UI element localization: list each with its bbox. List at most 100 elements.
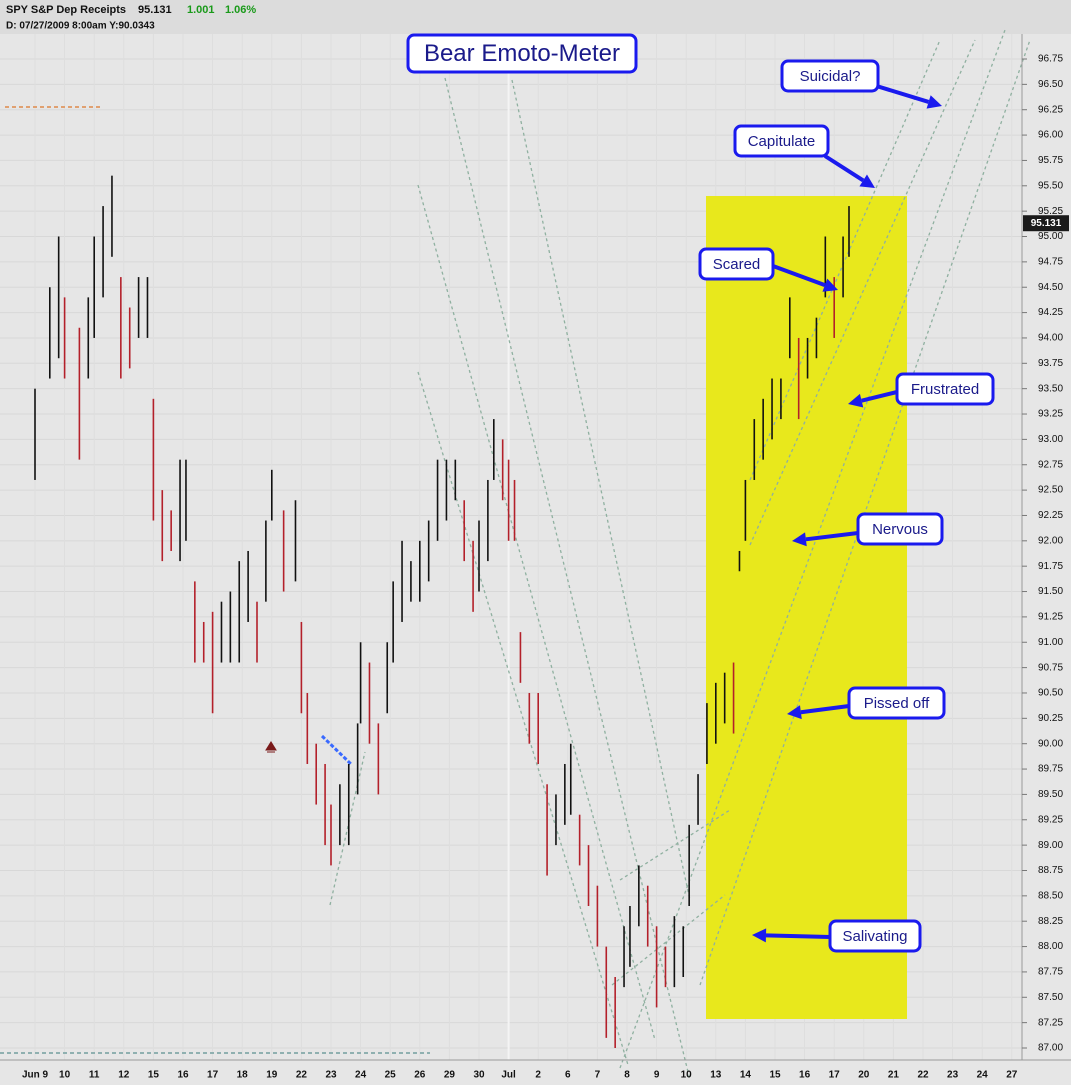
y-tick-label: 95.50	[1038, 180, 1063, 191]
annotation-arrow	[800, 704, 850, 715]
header	[0, 0, 1071, 34]
y-tick-label: 88.50	[1038, 890, 1063, 901]
annotation: Bear Emoto-Meter	[406, 33, 638, 74]
annotation-text: Salivating	[842, 928, 907, 945]
y-tick-label: 91.75	[1038, 561, 1063, 572]
trend-line	[417, 371, 629, 1066]
y-tick-label: 89.75	[1038, 764, 1063, 775]
y-tick-label: 96.50	[1038, 79, 1063, 90]
annotation-arrowhead	[822, 278, 838, 292]
annotation-arrowhead	[859, 174, 875, 188]
x-tick-label: 20	[858, 1070, 870, 1081]
y-tick-label: 93.75	[1038, 358, 1063, 369]
annotation-text: Nervous	[872, 521, 928, 538]
x-tick-label: 9	[654, 1070, 660, 1081]
annotation-text: Pissed off	[864, 695, 930, 712]
y-tick-label: 94.25	[1038, 307, 1063, 318]
x-tick-label: 6	[565, 1070, 571, 1081]
y-tick-label: 89.00	[1038, 840, 1063, 851]
x-tick-label: 7	[595, 1070, 601, 1081]
annotation-arrow	[765, 933, 831, 939]
x-tick-label: Jul	[501, 1070, 516, 1081]
y-tick-label: 89.50	[1038, 789, 1063, 800]
annotation: Nervous	[856, 512, 944, 546]
trend-line	[417, 184, 656, 1041]
y-tick-label: 94.50	[1038, 282, 1063, 293]
trend-line	[749, 39, 976, 546]
bars	[34, 175, 850, 1048]
y-tick-label: 95.25	[1038, 206, 1063, 217]
y-tick-label: 95.75	[1038, 155, 1063, 166]
x-tick-label: 25	[385, 1070, 397, 1081]
x-tick-label: 24	[355, 1070, 367, 1081]
x-tick-label: 29	[444, 1070, 456, 1081]
annotation: Salivating	[828, 919, 922, 953]
annotations: Bear Emoto-Meter Suicidal? Capitulate Scare…	[406, 33, 995, 953]
y-tick-label: 90.50	[1038, 688, 1063, 699]
annotation-arrowhead	[787, 705, 802, 720]
arrow-icon	[265, 741, 277, 753]
annotation: Suicidal?	[780, 59, 880, 93]
annotation-text: Suicidal?	[800, 68, 861, 85]
trend-line	[611, 894, 726, 986]
trend-line	[511, 79, 691, 901]
last-price: 95.131	[138, 4, 172, 16]
x-tick-label: 12	[118, 1070, 130, 1081]
y-tick-label: 91.50	[1038, 586, 1063, 597]
x-tick-label: 27	[1006, 1070, 1018, 1081]
y-tick-label: 91.25	[1038, 612, 1063, 623]
y-tick-label: 93.25	[1038, 409, 1063, 420]
y-tick-label: 88.75	[1038, 865, 1063, 876]
x-tick-label: 22	[917, 1070, 929, 1081]
y-tick-label: 96.25	[1038, 104, 1063, 115]
y-tick-label: 89.25	[1038, 814, 1063, 825]
annotation: Frustrated	[895, 372, 995, 406]
y-tick-label: 96.00	[1038, 130, 1063, 141]
trend-line	[619, 809, 731, 881]
change-pct: 1.06%	[225, 4, 256, 16]
x-tick-label: 30	[473, 1070, 485, 1081]
info: D: 07/27/2009 8:00am Y:90.0343	[6, 21, 155, 32]
annotation-arrow	[805, 531, 859, 542]
annotation-text: Capitulate	[748, 133, 816, 150]
annotation-box	[780, 59, 880, 93]
annotation-box	[406, 33, 638, 74]
annotation-box	[698, 247, 775, 281]
x-tick-label: 15	[769, 1070, 781, 1081]
annotation-arrow	[861, 390, 898, 403]
x-tick-label: 19	[266, 1070, 278, 1081]
annotation-text: Bear Emoto-Meter	[424, 40, 620, 67]
x-tick-label: 17	[207, 1070, 219, 1081]
symbol: SPY S&P Dep Receipts	[6, 4, 126, 16]
last-price-box	[1023, 215, 1069, 232]
y-tick-label: 93.00	[1038, 434, 1063, 445]
annotation-arrow	[823, 154, 865, 183]
x-tick-label: Jun 9	[22, 1070, 49, 1081]
x-tick-label: 10	[681, 1070, 693, 1081]
y-tick-label: 87.50	[1038, 992, 1063, 1003]
annotation: Scared	[698, 247, 775, 281]
y-tick-label: 90.75	[1038, 662, 1063, 673]
y-tick-label: 90.25	[1038, 713, 1063, 724]
x-tick-label: 14	[740, 1070, 752, 1081]
x-tick-label: 13	[710, 1070, 722, 1081]
y-tick-label: 90.00	[1038, 738, 1063, 749]
annotation-box	[856, 512, 944, 546]
y-tick-label: 95.00	[1038, 231, 1063, 242]
y-tick-label: 87.25	[1038, 1017, 1063, 1028]
annotation-arrowhead	[848, 393, 864, 408]
annotation-arrow	[772, 264, 826, 288]
x-tick-label: 23	[325, 1070, 337, 1081]
annotation: Capitulate	[733, 124, 830, 158]
y-tick-label: 94.00	[1038, 333, 1063, 344]
y-tick-label: 92.75	[1038, 459, 1063, 470]
x-tick-label: 16	[799, 1070, 811, 1081]
x-tick-label: 22	[296, 1070, 308, 1081]
annotation: Pissed off	[847, 686, 946, 720]
annotation-box	[733, 124, 830, 158]
trend-line	[444, 77, 691, 1081]
y-tick-label: 92.50	[1038, 485, 1063, 496]
x-tick-label: 17	[829, 1070, 841, 1081]
y-tick-label: 94.75	[1038, 257, 1063, 268]
